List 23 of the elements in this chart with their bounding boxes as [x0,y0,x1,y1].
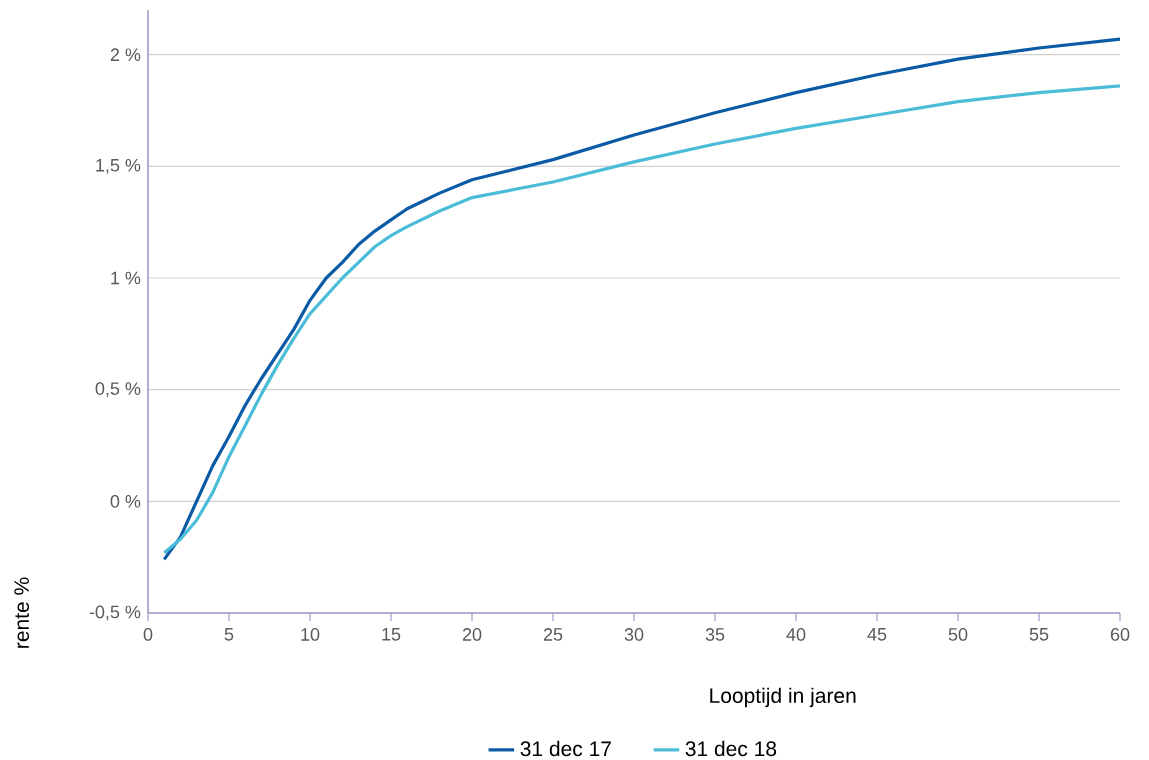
x-tick-label: 15 [382,628,401,641]
x-tick-label: 50 [948,628,968,641]
x-tick-label: 20 [462,628,482,641]
x-axis-title: Looptijd in jaren [710,687,856,708]
y-tick-label: 0 % [110,494,141,508]
x-tick-label: 10 [301,628,320,641]
x-tick-label: 40 [786,628,806,641]
x-tick-label: 35 [705,628,725,641]
y-tick-label: 0,5 % [95,382,141,398]
x-tick-label: 30 [624,628,644,641]
y-tick-label: 1 % [111,271,141,285]
x-tick-label: 0 [143,628,153,641]
x-tick-label: 45 [867,628,887,641]
x-tick-label: 55 [1029,628,1049,641]
x-tick-label: 5 [224,628,234,641]
y-tick-label: 1,5 % [96,158,141,174]
legend-label: 31 dec 17 [520,740,611,757]
y-tick-label: -0,5 % [89,605,141,621]
y-tick-label: 2 % [110,48,141,61]
x-tick-label: 60 [1110,628,1130,641]
x-tick-label: 25 [543,628,563,641]
y-axis-title: rente % [14,577,30,648]
legend-label: 31 dec 18 [685,740,777,757]
